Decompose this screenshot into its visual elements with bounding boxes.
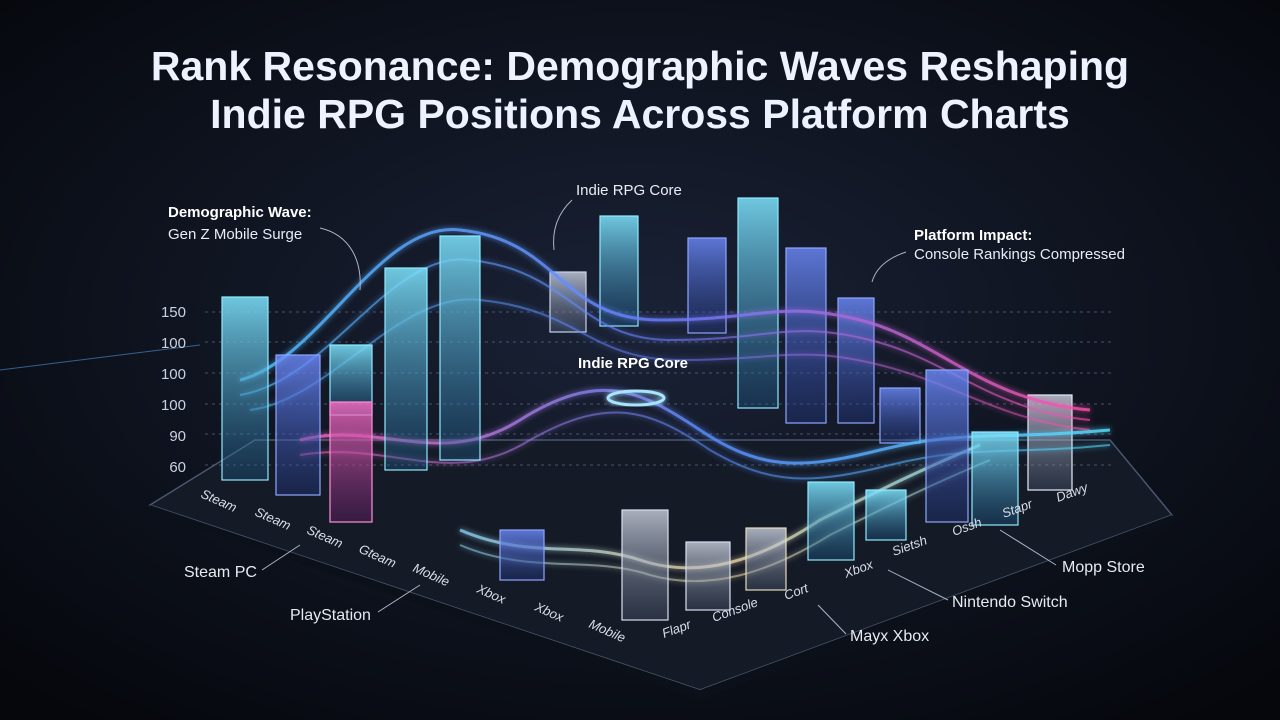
axis-label: 150 bbox=[161, 304, 186, 321]
bar bbox=[599, 215, 639, 327]
leader-line bbox=[261, 544, 301, 571]
callout: Nintendo Switch bbox=[952, 594, 1068, 611]
light-streak bbox=[0, 344, 201, 371]
leader-line bbox=[377, 584, 421, 613]
callout: Steam PC bbox=[184, 564, 257, 581]
bar bbox=[549, 271, 587, 333]
title-line: Indie RPG Positions Across Platform Char… bbox=[210, 91, 1070, 137]
bar bbox=[879, 387, 921, 444]
bar bbox=[439, 235, 481, 461]
leader-line bbox=[319, 227, 361, 291]
callout: PlayStation bbox=[290, 607, 371, 624]
bar bbox=[737, 197, 779, 409]
bar bbox=[925, 369, 969, 523]
axis-label: 100 bbox=[161, 397, 186, 414]
title-line: Rank Resonance: Demographic Waves Reshap… bbox=[151, 43, 1129, 89]
wave bbox=[239, 228, 1091, 412]
bar bbox=[745, 527, 787, 591]
leader-line bbox=[999, 529, 1057, 566]
bar bbox=[275, 354, 321, 496]
bar bbox=[329, 401, 373, 523]
axis-label: 100 bbox=[161, 366, 186, 383]
bar bbox=[221, 296, 269, 481]
annotation-text: Gen Z Mobile Surge bbox=[168, 226, 302, 243]
annotation-label: Indie RPG Core bbox=[578, 355, 688, 372]
annotation-label: Demographic Wave: bbox=[168, 204, 312, 221]
bar bbox=[785, 247, 827, 424]
bar bbox=[865, 489, 907, 541]
annotation-text: Console Rankings Compressed bbox=[914, 246, 1125, 263]
bar bbox=[1027, 394, 1073, 491]
callout: Mopp Store bbox=[1062, 559, 1145, 576]
bar bbox=[685, 541, 731, 611]
annotation-label: Platform Impact: bbox=[914, 227, 1032, 244]
axis-label: 90 bbox=[169, 428, 186, 445]
bar bbox=[807, 481, 855, 561]
leader-line bbox=[553, 199, 573, 251]
leader-line bbox=[871, 251, 907, 283]
bar bbox=[971, 431, 1019, 526]
axis-label: 100 bbox=[161, 335, 186, 352]
bar bbox=[384, 267, 428, 471]
axis-label: 60 bbox=[169, 459, 186, 476]
bar bbox=[621, 509, 669, 621]
annotation-text: Indie RPG Core bbox=[576, 182, 682, 199]
callout: Mayx Xbox bbox=[850, 628, 929, 645]
leader-line bbox=[887, 569, 949, 601]
bars-front bbox=[221, 235, 1019, 621]
bar bbox=[499, 529, 545, 581]
core-ring bbox=[606, 389, 666, 407]
leader-line bbox=[817, 604, 847, 635]
bars-back bbox=[549, 197, 1073, 491]
